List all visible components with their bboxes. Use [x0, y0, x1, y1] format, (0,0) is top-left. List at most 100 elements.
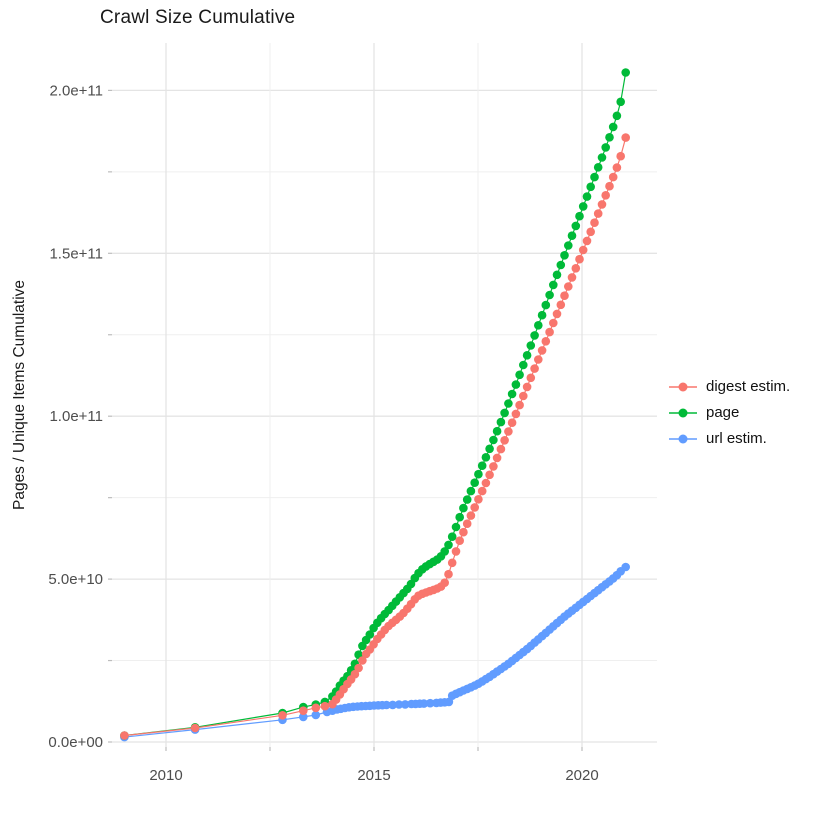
data-point — [474, 495, 483, 504]
data-point — [575, 254, 584, 264]
x-tick-label: 2020 — [565, 767, 598, 784]
legend-item-url-estim-: url estim. — [668, 430, 790, 447]
legend-key-icon — [669, 434, 697, 443]
data-point — [470, 503, 480, 512]
data-point — [451, 522, 461, 532]
data-point — [601, 191, 610, 200]
data-point — [492, 426, 502, 436]
data-point — [382, 700, 391, 710]
data-point — [560, 251, 569, 260]
data-point — [534, 355, 543, 364]
data-point — [522, 382, 532, 392]
data-point — [571, 221, 581, 231]
data-point — [586, 227, 595, 237]
data-point — [462, 495, 472, 504]
data-point — [477, 461, 487, 471]
chart-title: Crawl Size Cumulative — [100, 7, 296, 28]
data-point — [485, 444, 494, 454]
data-point — [299, 712, 308, 722]
data-point — [470, 478, 480, 488]
data-point — [459, 503, 468, 513]
data-point — [571, 264, 581, 273]
data-point — [400, 700, 410, 709]
data-series — [120, 68, 630, 742]
data-point — [586, 182, 595, 192]
data-point — [455, 536, 465, 545]
data-point — [526, 341, 536, 350]
data-point — [556, 300, 566, 310]
data-point — [511, 380, 521, 389]
data-point — [474, 469, 483, 479]
data-point — [593, 209, 603, 218]
data-point — [477, 486, 487, 496]
data-point — [582, 192, 592, 201]
data-point — [299, 706, 308, 715]
data-point — [388, 700, 398, 710]
data-point — [621, 68, 630, 77]
data-point — [311, 710, 321, 720]
data-point — [605, 133, 614, 142]
data-point — [496, 417, 506, 427]
legend-item-digest-estim-: digest estim. — [668, 378, 790, 395]
x-tick-label: 2015 — [357, 767, 390, 784]
data-point — [621, 133, 630, 142]
series-url-estim- — [120, 562, 630, 742]
axis-ticks — [108, 89, 583, 751]
legend: digest estim. page url estim. — [668, 378, 790, 447]
data-point — [507, 389, 517, 399]
data-point — [537, 310, 547, 320]
gridlines — [112, 43, 657, 747]
data-point — [440, 547, 450, 556]
data-point — [564, 282, 573, 291]
data-point — [616, 97, 625, 107]
data-point — [120, 731, 129, 740]
data-point — [575, 211, 584, 221]
data-point — [530, 364, 539, 373]
data-point — [451, 547, 461, 556]
data-point — [425, 698, 435, 708]
data-point — [278, 711, 287, 720]
data-point — [358, 656, 367, 665]
legend-key-icon — [669, 382, 697, 391]
data-point — [593, 163, 603, 172]
data-point — [597, 153, 607, 162]
data-point — [578, 202, 588, 211]
y-tick-label: 0.0e+00 — [48, 734, 103, 751]
data-point — [447, 532, 457, 541]
data-point — [350, 669, 360, 679]
data-point — [507, 418, 517, 428]
data-point — [500, 408, 509, 418]
data-point — [444, 569, 453, 579]
data-point — [590, 172, 599, 182]
y-axis-title: Pages / Unique Items Cumulative — [11, 280, 28, 510]
data-point — [394, 700, 404, 709]
data-point — [530, 331, 539, 340]
data-point — [552, 270, 562, 280]
data-point — [567, 231, 577, 240]
data-point — [504, 427, 513, 436]
data-point — [522, 351, 532, 360]
data-point — [504, 399, 513, 408]
data-point — [419, 699, 429, 708]
data-point — [320, 701, 330, 711]
series-page — [120, 68, 630, 740]
data-point — [605, 181, 614, 191]
data-point — [597, 200, 607, 209]
y-tick-label: 2.0e+11 — [49, 82, 103, 99]
data-point — [365, 630, 375, 639]
data-point — [459, 527, 468, 537]
data-point — [485, 470, 494, 480]
data-point — [541, 300, 551, 310]
data-point — [612, 111, 622, 121]
data-point — [466, 486, 476, 496]
data-point — [515, 400, 524, 410]
data-point — [511, 409, 521, 419]
y-tick-label: 5.0e+10 — [48, 571, 103, 588]
data-point — [311, 703, 321, 713]
data-point — [515, 370, 524, 380]
data-point — [564, 241, 573, 250]
data-point — [560, 291, 569, 301]
x-tick-label: 2010 — [149, 767, 182, 784]
data-point — [447, 558, 457, 568]
